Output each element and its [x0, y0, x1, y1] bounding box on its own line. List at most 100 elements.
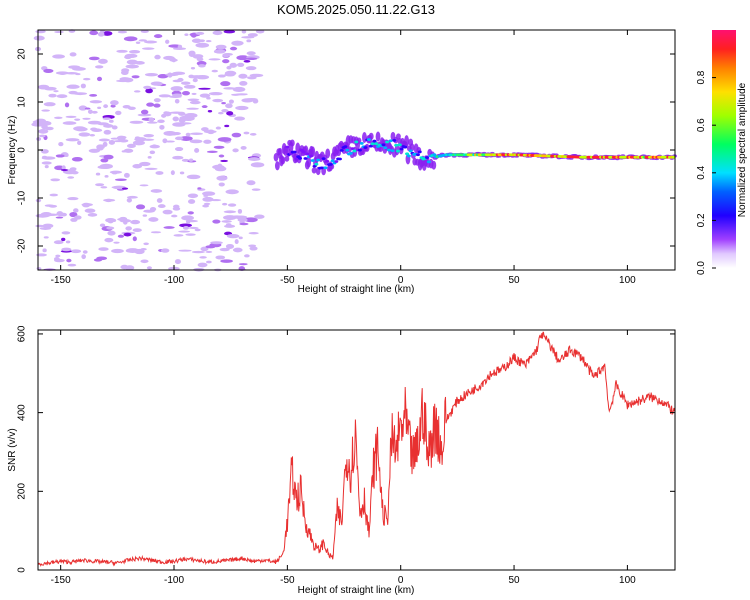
spectrogram-noise-mark [243, 132, 249, 135]
spectrogram-noise-mark [144, 41, 157, 44]
spectrogram-y-tick-label: 10 [17, 96, 28, 108]
spectrogram-noise-mark [150, 207, 156, 211]
spectrogram-signal-mark [385, 141, 389, 144]
spectrogram-noise-mark [198, 64, 206, 67]
spectrogram-noise-mark [195, 229, 201, 232]
spectrogram-noise-mark [54, 117, 63, 119]
spectrogram-signal-mark [323, 166, 327, 169]
spectrogram-noise-mark [96, 257, 107, 261]
spectrogram-noise-mark [125, 226, 132, 230]
spectrogram-signal-mark [398, 143, 402, 146]
spectrogram-noise-mark [203, 140, 211, 144]
spectrogram-noise-mark [115, 178, 127, 181]
spectrogram-noise-mark [63, 121, 77, 125]
spectrogram-noise-mark [192, 93, 197, 95]
spectrogram-y-tick-label: -20 [17, 238, 28, 253]
spectrogram-noise-mark [142, 47, 154, 49]
spectrogram-noise-mark [175, 147, 183, 151]
spectrogram-noise-mark [139, 162, 150, 166]
spectrogram-noise-mark [77, 141, 81, 145]
spectrogram-noise-mark [213, 31, 223, 36]
spectrogram-noise-mark [42, 161, 52, 164]
spectrogram-noise-mark [141, 110, 148, 115]
figure: KOM5.2025.050.11.22.G13 -150 -100 -50 0 50 10… [0, 0, 750, 600]
spectrogram-noise-mark [43, 69, 53, 73]
spectrogram-noise-mark [171, 170, 175, 175]
spectrogram-noise-mark [234, 116, 245, 120]
spectrogram-noise-mark [62, 231, 71, 234]
spectrogram-noise-mark [220, 259, 233, 262]
spectrogram-noise-mark [104, 130, 112, 135]
spectrogram-noise-mark [239, 223, 248, 226]
spectrogram-noise-mark [52, 54, 65, 58]
spectrogram-noise-mark [165, 73, 178, 76]
spectrogram-noise-mark [83, 78, 90, 81]
spectrogram-noise-mark [186, 108, 199, 110]
spectrogram-noise-mark [49, 205, 58, 208]
spectrogram-noise-mark [163, 226, 174, 229]
spectrogram-noise-mark [224, 125, 229, 127]
spectrogram-noise-mark [85, 209, 96, 213]
spectrogram-signal-mark [329, 163, 333, 166]
spectrogram-noise-mark [181, 82, 191, 85]
spectrogram-noise-mark [249, 232, 259, 234]
spectrogram-noise-mark [130, 220, 140, 224]
spectrogram-noise-mark [154, 34, 162, 38]
spectrogram-noise-mark [188, 211, 194, 214]
spectrogram-noise-mark [119, 136, 126, 139]
spectrogram-noise-mark [136, 204, 145, 209]
spectrogram-noise-mark [118, 235, 124, 238]
snr-y-tick-label: 200 [17, 483, 28, 500]
spectrogram-noise-mark [225, 73, 235, 76]
spectrogram-noise-mark [222, 59, 229, 63]
spectrogram-noise-mark [109, 120, 114, 123]
spectrogram-noise-mark [178, 112, 185, 116]
spectrogram-noise-mark [68, 264, 77, 267]
spectrogram-noise-mark [241, 36, 254, 38]
spectrogram-noise-mark [154, 98, 161, 102]
spectrogram-noise-mark [89, 31, 98, 36]
spectrogram-noise-mark [202, 105, 208, 108]
spectrogram-noise-mark [216, 126, 221, 129]
spectrogram-noise-mark [36, 137, 41, 141]
spectrogram-noise-mark [50, 178, 60, 181]
spectrogram-noise-mark [66, 259, 71, 263]
spectrogram-signal-mark [305, 153, 309, 156]
spectrogram-noise-mark [82, 203, 90, 208]
spectrogram-noise-mark [219, 182, 225, 186]
spectrogram-y-tick-label: -10 [17, 190, 28, 205]
spectrogram-noise-mark [157, 198, 163, 203]
spectrogram-signal-mark [354, 141, 358, 144]
spectrogram-noise-mark [214, 146, 225, 149]
spectrogram-noise-mark [110, 171, 122, 174]
spectrogram-noise-mark [212, 219, 220, 223]
spectrogram-noise-mark [41, 109, 50, 111]
spectrogram-noise-mark [191, 67, 195, 69]
spectrogram-signal-mark [418, 150, 422, 153]
spectrogram-noise-mark [95, 183, 104, 186]
spectrogram-noise-mark [42, 156, 56, 159]
spectrogram-noise-mark [246, 66, 257, 70]
spectrogram-noise-mark [193, 78, 198, 82]
spectrogram-noise-mark [151, 189, 163, 193]
spectrogram-noise-mark [39, 135, 46, 138]
spectrogram-noise-mark [197, 187, 201, 189]
spectrogram-signal-mark [293, 151, 297, 154]
spectrogram-signal-halo [312, 167, 317, 173]
spectrogram-noise-mark [157, 120, 165, 124]
spectrogram-noise-mark [158, 204, 166, 208]
spectrogram-noise-mark [121, 70, 129, 75]
spectrogram-noise-mark [163, 210, 173, 215]
spectrogram-noise-mark [224, 30, 236, 33]
spectrogram-noise-mark [153, 103, 160, 107]
figure-title: KOM5.2025.050.11.22.G13 [277, 2, 435, 17]
spectrogram-noise-mark [112, 125, 118, 129]
spectrogram-noise-mark [97, 122, 109, 125]
colorbar-tick-label: 0.6 [696, 118, 707, 132]
spectrogram-noise-mark [175, 99, 180, 104]
spectrogram-noise-mark [216, 45, 227, 50]
spectrogram-noise-mark [35, 225, 44, 227]
spectrogram-noise-mark [238, 209, 242, 214]
spectrogram-noise-mark [181, 215, 194, 220]
